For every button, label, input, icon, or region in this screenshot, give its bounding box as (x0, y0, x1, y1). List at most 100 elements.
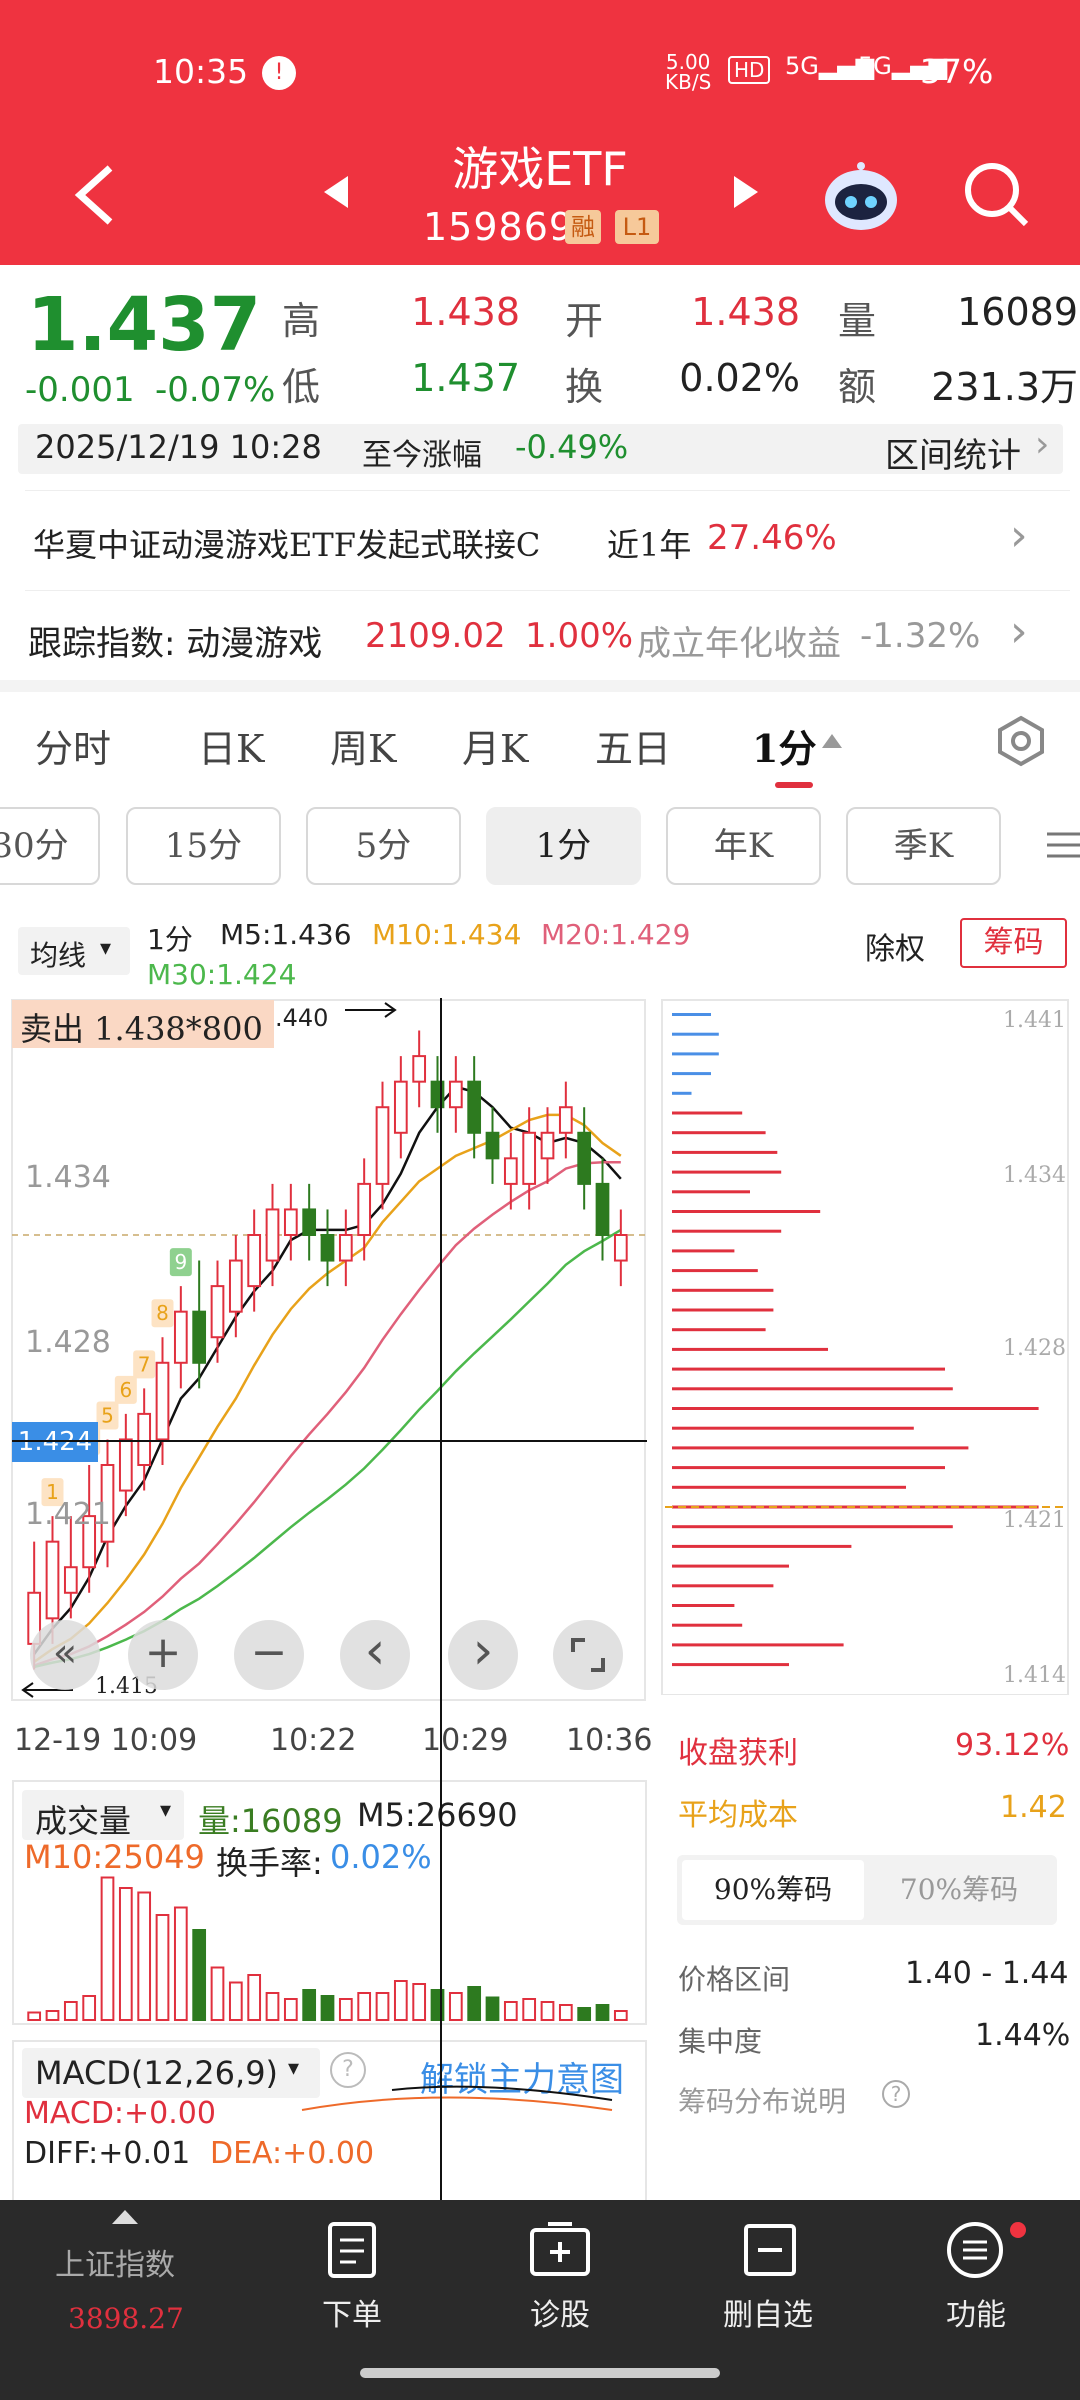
datetime-bar (18, 424, 1063, 474)
search-icon[interactable] (962, 160, 1032, 230)
chip-bar (672, 1249, 735, 1253)
volume-value: 量:16089 (198, 1802, 343, 1840)
unlock-main-intent-link[interactable]: 解锁主力意图 (420, 2060, 624, 2100)
zoom-in-button[interactable]: + (128, 1620, 198, 1690)
range-stats-button[interactable]: 区间统计 (885, 436, 1021, 476)
fund-chevron-icon[interactable]: › (1010, 510, 1028, 561)
chip-bar (672, 1525, 953, 1529)
volume-bar (485, 1996, 500, 2021)
chip-bar (672, 1604, 735, 1607)
value-amount: 231.3万 (931, 365, 1078, 409)
chip-distribution-chart (661, 999, 1069, 1695)
period-30min[interactable]: 30分 (0, 807, 100, 885)
period-yearly[interactable]: 年K (666, 807, 821, 885)
fund-period-return: 27.46% (707, 518, 837, 558)
volume-bar (558, 2004, 573, 2021)
index-name[interactable]: 上证指数 (55, 2248, 175, 2283)
tab-intraday[interactable]: 分时 (35, 727, 112, 771)
signal2-label: 5G (858, 52, 892, 80)
nav-diagnose[interactable]: 诊股 (530, 2298, 590, 2333)
chip-bar (672, 1091, 692, 1095)
chip-tick-0: 1.441 (1003, 1008, 1066, 1033)
value-turnover: 0.02% (679, 356, 800, 400)
double-left-icon[interactable]: « (30, 1620, 100, 1690)
kline-chart[interactable]: 1456789 (0, 995, 660, 1715)
index-chevron-icon[interactable]: › (1010, 606, 1028, 657)
nine-turn-box (96, 1401, 119, 1430)
expand-up-icon[interactable] (110, 2206, 140, 2226)
period-5min[interactable]: 5分 (306, 807, 461, 885)
chips-button[interactable]: 筹码 (960, 918, 1067, 968)
chip-bar (672, 1663, 789, 1667)
volume-dropdown-icon: ▾ (160, 1798, 172, 1823)
x-tick-1: 10:22 (270, 1723, 357, 1758)
nine-turn-label: 5 (101, 1403, 114, 1427)
volume-bar (412, 1983, 427, 2021)
label-high: 高 (282, 299, 321, 343)
volume-select[interactable] (22, 1790, 184, 1840)
robot-assistant-icon[interactable] (822, 160, 900, 232)
volume-bar (192, 1929, 207, 2021)
linked-fund-name[interactable]: 华夏中证动漫游戏ETF发起式联接C (33, 526, 541, 564)
period-1min[interactable]: 1分 (486, 807, 641, 885)
macd-select[interactable] (22, 2048, 320, 2098)
legend-m20: M20:1.429 (541, 918, 691, 951)
nav-order[interactable]: 下单 (322, 2298, 382, 2333)
period-15min[interactable]: 15分 (126, 807, 281, 885)
chip-bar (672, 1170, 782, 1174)
chip-tick-2: 1.428 (1003, 1336, 1066, 1361)
volume-bar (82, 1995, 97, 2021)
value-open: 1.438 (691, 290, 800, 334)
candle-body (430, 1080, 445, 1109)
ex-right-button[interactable]: 除权 (865, 932, 925, 967)
chip-bar (672, 1485, 906, 1489)
to-date-label: 至今涨幅 (362, 438, 482, 473)
tab-monthly[interactable]: 月K (462, 727, 529, 771)
avg-cost-value: 1.42 (1000, 1790, 1067, 1825)
chip-tab-90[interactable]: 90%筹码 (682, 1860, 864, 1920)
volume-bar (338, 1998, 353, 2021)
candle-body (448, 1080, 463, 1109)
nav-functions[interactable]: 功能 (946, 2298, 1006, 2333)
tab-five-day[interactable]: 五日 (595, 727, 672, 771)
candle-body (137, 1412, 152, 1466)
chart-period-label: 1分 (147, 923, 193, 956)
next-button[interactable]: › (448, 1620, 518, 1690)
candle-body (393, 1080, 408, 1134)
diagnose-icon[interactable] (528, 2220, 592, 2280)
quote-datetime: 2025/12/19 10:28 (35, 428, 322, 466)
help-icon[interactable]: ? (882, 2080, 910, 2108)
page-title: 游戏ETF (452, 142, 628, 196)
function-menu-icon[interactable] (945, 2220, 1005, 2280)
chip-tab-70[interactable]: 70%筹码 (899, 1873, 1019, 1906)
dea-value: DEA:+0.00 (210, 2136, 375, 2171)
ma-select[interactable] (18, 927, 130, 975)
macd-help-icon[interactable]: ? (330, 2052, 366, 2088)
next-stock-icon[interactable] (732, 172, 762, 212)
hd-icon: HD (728, 56, 771, 84)
settings-hexagon-icon[interactable] (995, 715, 1047, 767)
volume-bar (613, 2010, 628, 2021)
volume-bar (448, 1992, 463, 2021)
turnover-label: 换手率: (216, 1844, 323, 1882)
tab-1min[interactable]: 1分 (752, 726, 817, 771)
prev-stock-icon[interactable] (320, 172, 350, 212)
sell-annotation: 卖出 1.438*800 (20, 1010, 263, 1048)
diff-value: DIFF:+0.01 (24, 2136, 191, 2171)
tab-weekly[interactable]: 周K (330, 727, 397, 771)
chip-explain-link[interactable]: 筹码分布说明 (678, 2085, 847, 2118)
tab-daily[interactable]: 日K (198, 727, 265, 771)
zoom-out-button[interactable]: − (234, 1620, 304, 1690)
nav-remove-watchlist[interactable]: 删自选 (723, 2298, 813, 2333)
back-icon[interactable] (70, 160, 120, 230)
period-quarterly[interactable]: 季K (846, 807, 1001, 885)
remove-watchlist-icon[interactable] (740, 2220, 800, 2280)
prev-button[interactable]: ‹ (340, 1620, 410, 1690)
menu-icon[interactable] (1045, 830, 1080, 860)
network-speed: 5.00 KB/S (665, 52, 711, 92)
candle-body (210, 1285, 225, 1339)
y-tick-1434: 1.434 (25, 1160, 111, 1195)
order-icon[interactable] (322, 2220, 382, 2280)
volume-bar (357, 1992, 372, 2021)
fullscreen-icon[interactable] (553, 1620, 623, 1690)
